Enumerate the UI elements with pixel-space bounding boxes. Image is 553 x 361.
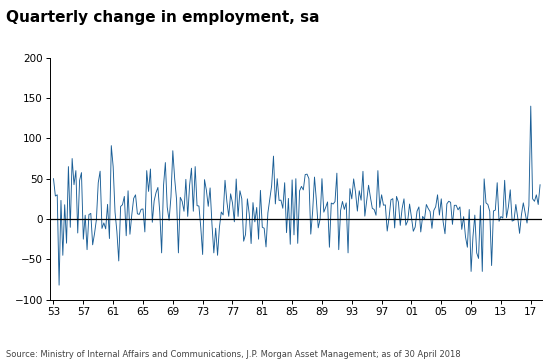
Text: Source: Ministry of Internal Affairs and Communications, J.P. Morgan Asset Manag: Source: Ministry of Internal Affairs and… [6,350,460,359]
Text: Quarterly change in employment, sa: Quarterly change in employment, sa [6,10,319,25]
